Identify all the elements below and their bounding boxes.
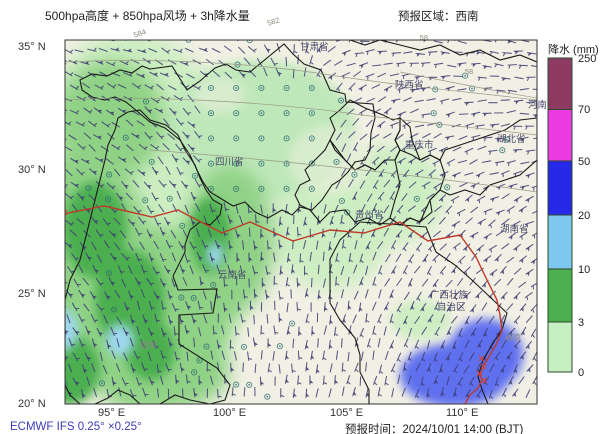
svg-text:20: 20 [578,210,590,222]
svg-text:50: 50 [578,156,590,168]
svg-text:250: 250 [578,53,596,65]
svg-text:70: 70 [578,104,590,116]
svg-text:0: 0 [578,367,584,379]
svg-text:10: 10 [578,264,590,276]
svg-text:3: 3 [578,317,584,329]
